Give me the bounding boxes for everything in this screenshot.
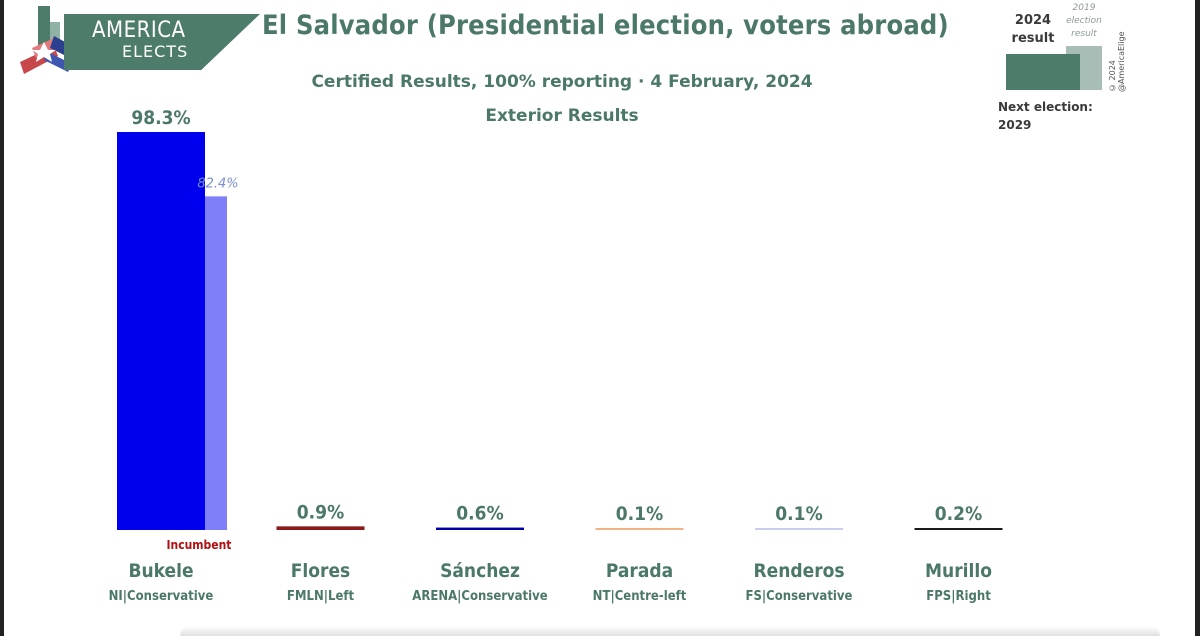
candidate-party: FPS|Right (926, 589, 991, 604)
candidate-party: FS|Conservative (746, 589, 853, 604)
america-elects-logo: AMERICA ELECTS (14, 2, 260, 80)
bar-parada (595, 528, 684, 530)
value-label: 0.1% (775, 503, 822, 525)
value-label: 0.9% (297, 501, 344, 523)
legend-previous-label: 2019 election result (1066, 3, 1102, 39)
value-label: 0.6% (456, 503, 503, 525)
subtitle-exterior: Exterior Results (485, 106, 639, 126)
candidate-name: Renderos (753, 560, 844, 582)
legend-current-label: 2024 result (1011, 13, 1055, 46)
candidate-name: Murillo (925, 560, 992, 582)
next-election-year: 2029 (998, 118, 1032, 132)
candidate-party: ARENA|Conservative (412, 589, 548, 604)
candidate-party: NI|Conservative (109, 589, 214, 604)
value-label: 98.3% (131, 107, 190, 129)
legend-current-swatch (1006, 54, 1080, 90)
candidate-name: Parada (606, 560, 673, 582)
frame-right (1195, 0, 1200, 636)
frame-left (0, 0, 4, 636)
value-label: 0.2% (935, 503, 982, 525)
bottom-shadow (180, 626, 1160, 636)
candidate-party: FMLN|Left (287, 589, 355, 604)
candidate-name: Flores (291, 560, 351, 582)
bar-bukele (117, 132, 205, 530)
candidate-name: Sánchez (440, 560, 520, 582)
legend: 2019 election result 2024 result © 2024 … (990, 0, 1126, 140)
value-label: 0.1% (616, 503, 663, 525)
candidate-name: Bukele (128, 560, 193, 582)
prev-bar-bukele (205, 196, 227, 530)
next-election: Next election: 2029 (998, 98, 1093, 134)
logo-post-light (50, 22, 60, 50)
bar-flores (276, 526, 365, 530)
logo-text-elects: ELECTS (122, 42, 189, 61)
subtitle: Certified Results, 100% reporting · 4 Fe… (311, 72, 813, 92)
next-election-label: Next election: (998, 100, 1093, 114)
bar-renderos (755, 528, 843, 530)
prev-value-label: 82.4% (197, 176, 238, 191)
candidate-party: NT|Centre-left (593, 589, 687, 604)
incumbent-label: Incumbent (167, 538, 232, 552)
logo-post (38, 6, 50, 50)
bar-sánchez (436, 527, 524, 530)
bar-murillo (914, 528, 1003, 530)
page-title: El Salvador (Presidential election, vote… (262, 10, 949, 41)
logo-text-america: AMERICA (92, 18, 186, 43)
